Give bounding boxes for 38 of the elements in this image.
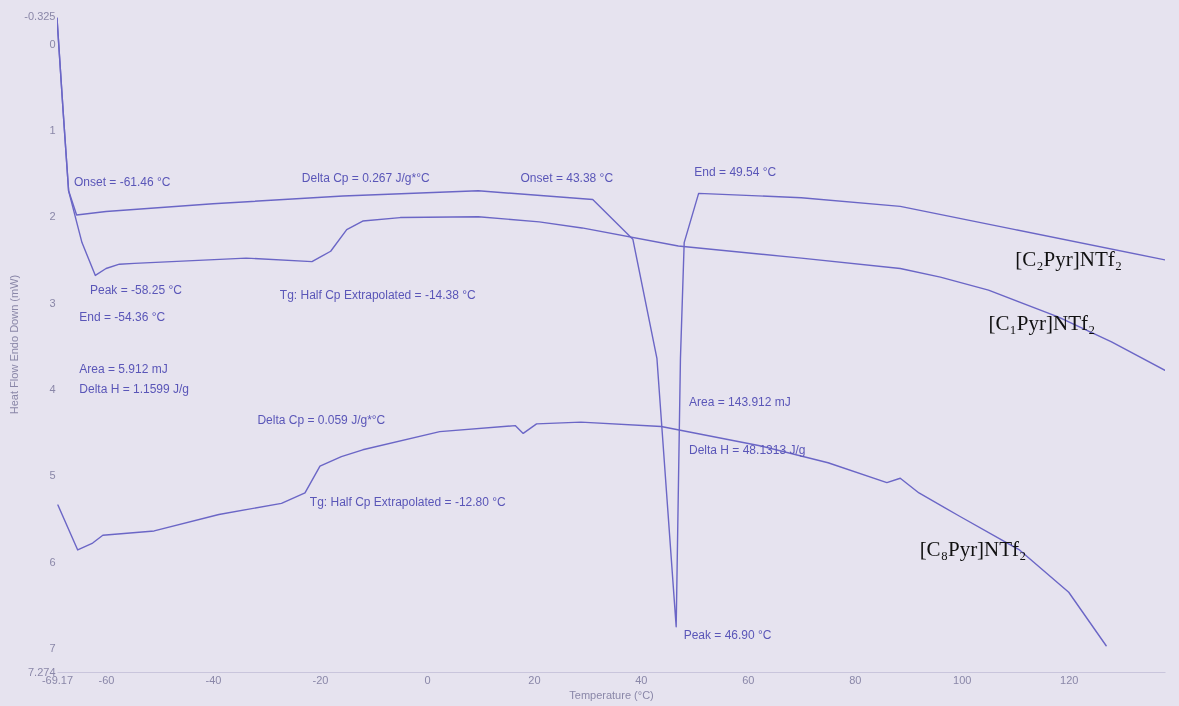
y-tick-label: 6 [49,555,56,568]
x-tick-label: 80 [849,673,862,686]
x-tick-label: -40 [205,673,222,686]
y-tick-label: 5 [49,469,56,482]
annotation: Onset = 43.38 °C [520,170,614,185]
y-tick-label: 2 [49,210,56,223]
y-tick-label: 0 [49,37,56,50]
y-axis-title: Heat Flow Endo Down (mW) [8,274,21,415]
annotation: Delta H = 1.1599 J/g [79,381,190,396]
x-tick-label: 0 [424,673,431,686]
x-axis-title: Temperature (°C) [569,688,654,701]
y-tick-label: -0.325 [24,9,56,22]
annotation: Peak = 46.90 °C [683,628,772,643]
annotation: End = 49.54 °C [694,164,777,179]
x-tick-label: -20 [312,673,329,686]
annotation: Onset = -61.46 °C [73,175,171,190]
y-tick-label: 1 [49,123,56,136]
y-tick-label: 3 [49,296,56,309]
annotation: Delta H = 48.1313 J/g [689,442,806,457]
series-label: [C₂Pyr]NTf₂ [1015,246,1123,271]
y-tick-label: 7 [49,641,56,654]
annotation: Area = 143.912 mJ [689,395,791,410]
x-tick-label: 100 [953,673,972,686]
x-tick-label: 60 [742,673,755,686]
series-label: [C₁Pyr]NTf₂ [988,311,1096,336]
annotation: Delta Cp = 0.059 J/g*°C [257,412,386,427]
x-tick-label: 40 [635,673,648,686]
y-tick-label: 4 [49,382,56,395]
x-tick-label: 120 [1060,673,1079,686]
annotation: Peak = -58.25 °C [90,283,183,298]
annotation: Tg: Half Cp Extrapolated = -12.80 °C [309,494,507,509]
x-tick-label: 20 [528,673,541,686]
series-label: [C₈Pyr]NTf₂ [919,537,1027,562]
annotation: Tg: Half Cp Extrapolated = -14.38 °C [279,288,477,303]
annotation: Delta Cp = 0.267 J/g*°C [301,170,430,185]
x-tick-label: -60 [98,673,115,686]
annotation: Area = 5.912 mJ [79,361,168,376]
annotation: End = -54.36 °C [79,309,166,324]
